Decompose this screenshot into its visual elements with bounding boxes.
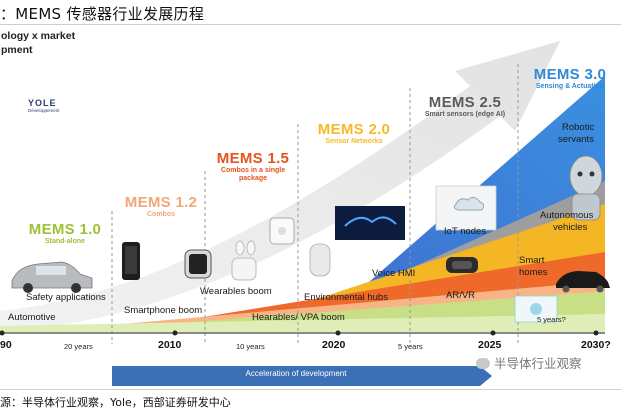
- gap-5-years-q: 5 years?: [537, 315, 566, 324]
- label-iot-nodes: IoT nodes: [444, 226, 487, 237]
- label-smart-homes-1: Smart: [519, 255, 545, 266]
- stage-mems-1-5: MEMS 1.5 Combos in a single package: [210, 150, 296, 183]
- vr-headset-illustration: [446, 257, 478, 273]
- watermark: 半导体行业观察: [476, 353, 582, 373]
- yole-logo: YOLE Développement: [28, 98, 60, 113]
- iot-cloud-illustration: [435, 185, 497, 231]
- stage-4-title: MEMS 2.0: [317, 121, 391, 138]
- ai-brain-illustration: [335, 206, 405, 240]
- gap-10-years: 10 years: [236, 342, 265, 351]
- stage-5-subtitle: Smart sensors (edge AI): [424, 111, 506, 118]
- label-autonomous-2: vehicles: [553, 222, 588, 233]
- autonomous-car-illustration: [556, 271, 610, 293]
- label-voice-hmi: Voice HMI: [372, 268, 416, 279]
- label-robotic-2: servants: [558, 134, 594, 145]
- acceleration-arrow: [112, 366, 492, 386]
- tick-2025: 2025: [478, 339, 502, 351]
- label-smart-homes-2: homes: [519, 267, 548, 278]
- tick-2010: 2010: [158, 339, 182, 351]
- stage-3-title: MEMS 1.5: [216, 150, 290, 167]
- smartphone-illustration: [122, 242, 140, 280]
- stage-5-title: MEMS 2.5: [428, 94, 502, 111]
- stage-6-subtitle: Sensing & Actuating: [535, 83, 605, 90]
- stage-3-subtitle-1: Combos in a single: [220, 167, 286, 174]
- label-hearables-vpa-boom: Hearables/ VPA boom: [252, 312, 345, 323]
- tick-dot-2010: [172, 330, 178, 336]
- source-footer: 源：半导体行业观察，Yole，西部证券研发中心: [0, 389, 621, 416]
- yole-logo-name: YOLE: [28, 98, 57, 108]
- smartwatch-illustration: [184, 249, 212, 279]
- axis-title-line2: pment: [1, 44, 33, 56]
- stage-4-subtitle: Sensor Networks: [325, 138, 383, 145]
- stage-1-title: MEMS 1.0: [28, 221, 102, 238]
- stage-mems-1-2: MEMS 1.2 Combos: [118, 194, 204, 219]
- tick-dot-1990: [0, 330, 5, 336]
- watermark-text: 半导体行业观察: [494, 356, 582, 371]
- diagram-graphics: [0, 41, 610, 386]
- label-autonomous-1: Autonomous: [540, 210, 594, 221]
- label-automotive: Automotive: [8, 312, 56, 323]
- wechat-icon: [476, 358, 490, 370]
- tick-2030: 2030?: [581, 339, 611, 351]
- robot-illustration: [569, 155, 603, 221]
- figure-caption-bar: ：MEMS 传感器行业发展历程: [0, 0, 621, 25]
- gap-5-years: 5 years: [398, 342, 423, 351]
- label-smartphone-boom: Smartphone boom: [124, 305, 203, 316]
- mems-evolution-diagram: ology x market pment YOLE Développement …: [0, 26, 621, 388]
- label-safety-applications: Safety applications: [26, 292, 106, 303]
- stage-2-subtitle: Combos: [147, 211, 175, 218]
- label-wearables-boom: Wearables boom: [200, 286, 272, 297]
- sensor-hub-illustration: [269, 217, 295, 245]
- tick-2020: 2020: [322, 339, 346, 351]
- earbuds-illustration: [231, 240, 257, 281]
- smart-home-illustration: [514, 295, 558, 323]
- tick-1990: 90: [0, 339, 12, 351]
- stage-mems-3-0: MEMS 3.0 Sensing & Actuating: [520, 66, 620, 91]
- stage-1-subtitle: Stand-alone: [44, 238, 86, 245]
- source-text: 源：半导体行业观察，Yole，西部证券研发中心: [0, 396, 231, 409]
- stage-3-subtitle-2: package: [238, 175, 268, 182]
- wedge-green-light: [0, 314, 605, 332]
- label-robotic-1: Robotic: [562, 122, 595, 133]
- tick-dot-2030: [593, 330, 599, 336]
- axis-title-line1: ology x market: [1, 30, 76, 42]
- stage-6-title: MEMS 3.0: [533, 66, 607, 83]
- stage-mems-1-0: MEMS 1.0 Stand-alone: [20, 221, 110, 246]
- tick-dot-2025: [490, 330, 496, 336]
- smart-speaker-illustration: [309, 243, 331, 277]
- yole-logo-sub: Développement: [28, 108, 60, 113]
- figure-caption: ：MEMS 传感器行业发展历程: [0, 5, 205, 23]
- car-illustration: [11, 261, 93, 293]
- label-environmental-hubs: Environmental hubs: [304, 292, 388, 303]
- growth-arrow: [0, 41, 560, 331]
- label-ar-vr: AR/VR: [446, 290, 476, 301]
- stage-mems-2-0: MEMS 2.0 Sensor Networks: [306, 121, 402, 146]
- tick-dot-2020: [335, 330, 341, 336]
- stage-2-title: MEMS 1.2: [124, 194, 198, 211]
- acceleration-label: Acceleration of development: [245, 369, 347, 378]
- stage-mems-2-5: MEMS 2.5 Smart sensors (edge AI): [413, 94, 517, 119]
- gap-20-years: 20 years: [64, 342, 93, 351]
